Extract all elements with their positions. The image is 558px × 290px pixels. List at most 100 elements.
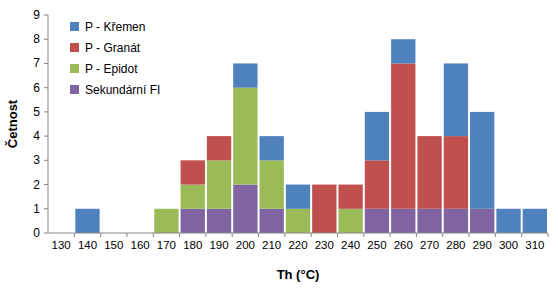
bar <box>260 209 284 233</box>
x-tick-label: 250 <box>367 239 386 251</box>
legend: P - KřemenP - GranátP - EpidotSekundární… <box>70 20 160 97</box>
bar <box>391 209 415 233</box>
bar <box>75 209 99 233</box>
x-tick <box>205 233 206 237</box>
bar <box>286 209 310 233</box>
x-tick-label: 200 <box>236 239 255 251</box>
x-tick-label: 190 <box>209 239 228 251</box>
x-tick <box>469 233 470 237</box>
bar <box>207 209 231 233</box>
y-tick <box>44 87 48 88</box>
bar <box>286 185 310 209</box>
x-tick <box>100 233 101 237</box>
chart: 0123456789130140150160170180190200210220… <box>0 0 558 290</box>
bar <box>154 208 178 209</box>
bar <box>207 136 231 137</box>
y-tick <box>44 39 48 40</box>
bar <box>207 136 231 160</box>
x-tick-label: 180 <box>183 239 202 251</box>
y-tick-label: 8 <box>33 32 40 46</box>
bar <box>417 136 441 137</box>
x-tick-label: 160 <box>131 239 150 251</box>
y-tick-label: 6 <box>33 81 40 95</box>
bar <box>154 209 178 233</box>
bar <box>391 63 415 208</box>
y-tick <box>44 160 48 161</box>
legend-label: Sekundární FI <box>85 83 160 97</box>
x-tick-label: 300 <box>499 239 518 251</box>
y-tick <box>44 15 48 16</box>
bar <box>154 208 178 209</box>
bar <box>181 160 205 161</box>
y-tick <box>44 208 48 209</box>
bar <box>233 63 257 87</box>
background <box>0 0 558 290</box>
bars <box>75 39 547 233</box>
bar <box>233 185 257 233</box>
y-tick-label: 2 <box>33 178 40 192</box>
bar <box>233 88 257 185</box>
legend-label: P - Granát <box>85 41 141 55</box>
bar <box>338 185 362 209</box>
y-tick-label: 9 <box>33 8 40 22</box>
x-axis <box>48 233 548 234</box>
bar <box>444 136 468 209</box>
bar <box>523 209 547 233</box>
bar <box>312 185 336 233</box>
y-tick <box>44 184 48 185</box>
x-tick <box>390 233 391 237</box>
x-tick-label: 240 <box>341 239 360 251</box>
x-tick-label: 220 <box>288 239 307 251</box>
legend-swatch <box>70 43 79 52</box>
y-tick-label: 4 <box>33 129 40 143</box>
x-tick <box>363 233 364 237</box>
x-tick-label: 280 <box>446 239 465 251</box>
y-tick <box>44 111 48 112</box>
x-tick <box>311 233 312 237</box>
x-tick-label: 270 <box>420 239 439 251</box>
legend-label: P - Epidot <box>85 62 138 76</box>
y-tick-label: 1 <box>33 202 40 216</box>
y-axis <box>48 15 49 233</box>
x-tick-label: 260 <box>394 239 413 251</box>
legend-swatch <box>70 85 79 94</box>
x-tick-label: 140 <box>78 239 97 251</box>
y-tick <box>44 233 48 234</box>
legend-swatch <box>70 22 79 31</box>
x-tick <box>442 233 443 237</box>
bar <box>470 209 494 233</box>
x-tick-label: 210 <box>262 239 281 251</box>
bar <box>365 209 389 233</box>
x-tick-label: 230 <box>315 239 334 251</box>
x-tick <box>416 233 417 237</box>
bar <box>207 160 231 208</box>
y-tick-label: 3 <box>33 153 40 167</box>
bar <box>496 209 520 233</box>
y-tick-label: 0 <box>33 226 40 240</box>
x-tick-label: 150 <box>104 239 123 251</box>
bar <box>312 184 336 185</box>
x-tick-label: 130 <box>52 239 71 251</box>
x-tick <box>126 233 127 237</box>
x-tick <box>232 233 233 237</box>
x-tick-label: 170 <box>157 239 176 251</box>
x-tick <box>337 233 338 237</box>
x-tick <box>521 233 522 237</box>
bar <box>417 209 441 233</box>
bar <box>444 209 468 233</box>
x-tick <box>179 233 180 237</box>
bar <box>181 185 205 209</box>
y-tick-label: 5 <box>33 105 40 119</box>
x-axis-title: Th (°C) <box>277 267 320 282</box>
bar <box>260 136 284 160</box>
x-tick <box>258 233 259 237</box>
bar <box>338 209 362 233</box>
x-tick <box>495 233 496 237</box>
bar <box>338 184 362 185</box>
bar <box>391 39 415 63</box>
bar <box>417 136 441 209</box>
x-tick <box>548 233 549 237</box>
bar <box>470 112 494 209</box>
bar <box>365 112 389 160</box>
bar <box>181 160 205 184</box>
